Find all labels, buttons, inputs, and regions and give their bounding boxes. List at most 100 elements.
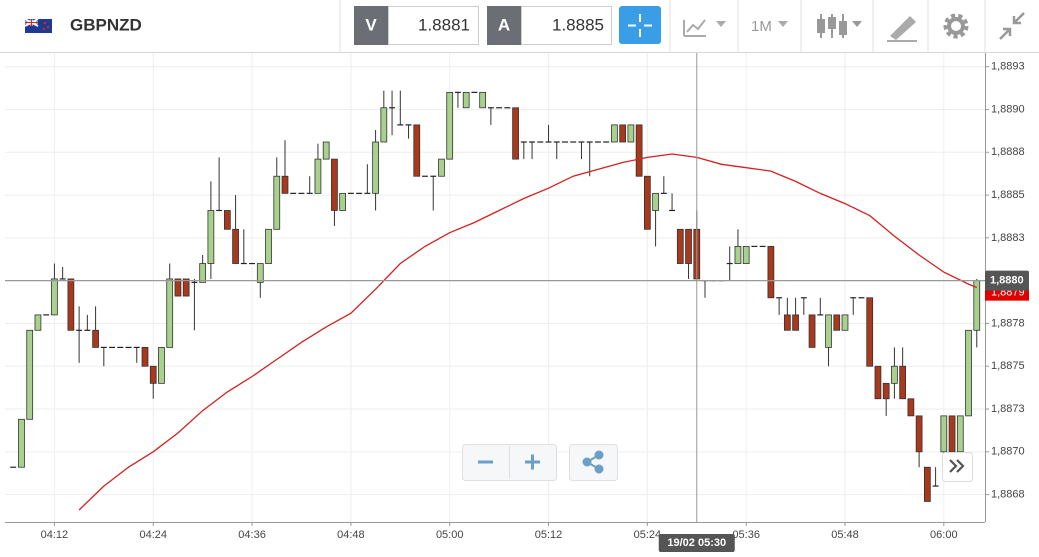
candle-body xyxy=(882,382,890,400)
candle-body xyxy=(676,228,684,264)
candle-body xyxy=(158,347,165,384)
candle-body xyxy=(841,314,849,331)
ask-field xyxy=(521,6,612,45)
candle-body xyxy=(767,246,775,299)
y-tick-label: 1,8888 xyxy=(991,146,1025,158)
candle-body xyxy=(512,107,519,160)
chart-type-button[interactable] xyxy=(683,19,726,37)
candle-body xyxy=(51,278,58,316)
moving-average xyxy=(78,153,978,511)
timeframe-button[interactable]: 1M xyxy=(751,18,788,35)
plot-area: 1,8893 1,8890 1,8888 1,8885 1,8883 1,8880 1,88… xyxy=(5,53,1029,552)
candle-body xyxy=(438,158,445,177)
candle-body xyxy=(635,124,643,177)
share-button[interactable] xyxy=(582,450,604,474)
candle-body xyxy=(479,91,487,109)
candle-body xyxy=(232,228,239,264)
bid-label: V xyxy=(365,15,377,34)
x-tick-label: 06:00 xyxy=(930,529,958,541)
candle-body xyxy=(462,91,470,109)
candle-body xyxy=(446,91,454,160)
candles-button[interactable] xyxy=(817,14,862,38)
x-tick-label: 04:48 xyxy=(337,529,365,541)
candle-body xyxy=(833,314,841,331)
candle-body xyxy=(874,365,882,400)
flag-icon xyxy=(24,18,52,33)
candle-body xyxy=(273,175,281,230)
candle-body xyxy=(413,124,421,177)
y-tick-label: 1,8893 xyxy=(991,61,1025,73)
ask-badge xyxy=(487,6,521,45)
y-tick-label: 1,8868 xyxy=(991,489,1025,501)
y-tick-label: 1,8878 xyxy=(991,317,1025,329)
x-tick-label: 04:12 xyxy=(41,529,69,541)
candle-body xyxy=(256,263,264,283)
x-tick-label: 04:36 xyxy=(238,529,266,541)
zoom-controls xyxy=(462,444,973,482)
y-tick-label: 1,8870 xyxy=(991,446,1025,458)
candle-body xyxy=(141,347,149,367)
candle-body xyxy=(322,141,330,160)
crosshair-time-box xyxy=(658,534,735,552)
x-tick-label: 05:48 xyxy=(831,529,859,541)
y-tick-label: 1,8885 xyxy=(991,189,1025,201)
candle-body xyxy=(652,192,659,211)
candle-body xyxy=(149,365,157,384)
crosshair-time-label: 19/02 05:30 xyxy=(667,537,726,549)
candle-body xyxy=(67,278,75,331)
timeframe: 1M xyxy=(751,18,772,35)
candle-body xyxy=(808,314,816,348)
ask-label: A xyxy=(498,15,510,34)
candle-body xyxy=(166,278,174,348)
collapse-button[interactable] xyxy=(999,12,1025,40)
candle-body xyxy=(956,415,964,453)
x-tick-label: 05:24 xyxy=(634,529,662,541)
x-tick-label: 05:36 xyxy=(732,529,760,541)
candle-body xyxy=(825,314,832,348)
y-tick-label: 1,8883 xyxy=(991,232,1025,244)
candle-body xyxy=(866,297,874,367)
candle-body xyxy=(339,192,347,211)
draw-button[interactable] xyxy=(887,16,917,42)
candle-body xyxy=(915,415,923,453)
bid-price: 1.8881 xyxy=(418,15,470,34)
crosshair-price-label: 1,8880 xyxy=(990,275,1024,287)
x-tick-label: 04:24 xyxy=(139,529,167,541)
candle-body xyxy=(92,329,99,348)
y-tick-label: 1,8890 xyxy=(991,103,1025,115)
candle-body xyxy=(899,365,907,400)
candle-body xyxy=(182,278,190,297)
candle-body xyxy=(973,280,981,331)
candle-body xyxy=(611,124,618,143)
zoom-in-button[interactable] xyxy=(525,454,540,470)
candle-body xyxy=(380,107,388,143)
candle-body xyxy=(619,124,627,143)
bid-field xyxy=(388,6,479,45)
candle-body xyxy=(199,263,207,283)
x-tick-label: 05:12 xyxy=(535,529,563,541)
symbol: GBPNZD xyxy=(70,15,142,34)
candle-body xyxy=(891,365,898,384)
candle-body xyxy=(792,314,799,331)
candle-body xyxy=(26,329,34,420)
candle-body xyxy=(207,210,215,264)
candle-body xyxy=(223,210,231,230)
candle-body xyxy=(742,246,750,264)
scroll-end-button[interactable] xyxy=(949,459,965,473)
candle-body xyxy=(331,158,338,211)
settings-button[interactable] xyxy=(943,13,969,39)
candle-body xyxy=(907,398,915,417)
crosshair-button[interactable] xyxy=(619,6,661,44)
candle-body xyxy=(923,466,931,502)
toolbar: GBPNZD V 1.8881 A 1.8885 1M xyxy=(0,0,1039,53)
candle-body xyxy=(948,415,956,453)
y-tick-label: 1,8873 xyxy=(991,403,1025,415)
crosshair-price-box xyxy=(985,270,1029,291)
x-tick-label: 05:00 xyxy=(436,529,464,541)
candle-body xyxy=(783,314,791,331)
candle-body xyxy=(34,314,42,331)
y-tick-label: 1,8875 xyxy=(991,360,1025,372)
candle-body xyxy=(643,175,651,230)
